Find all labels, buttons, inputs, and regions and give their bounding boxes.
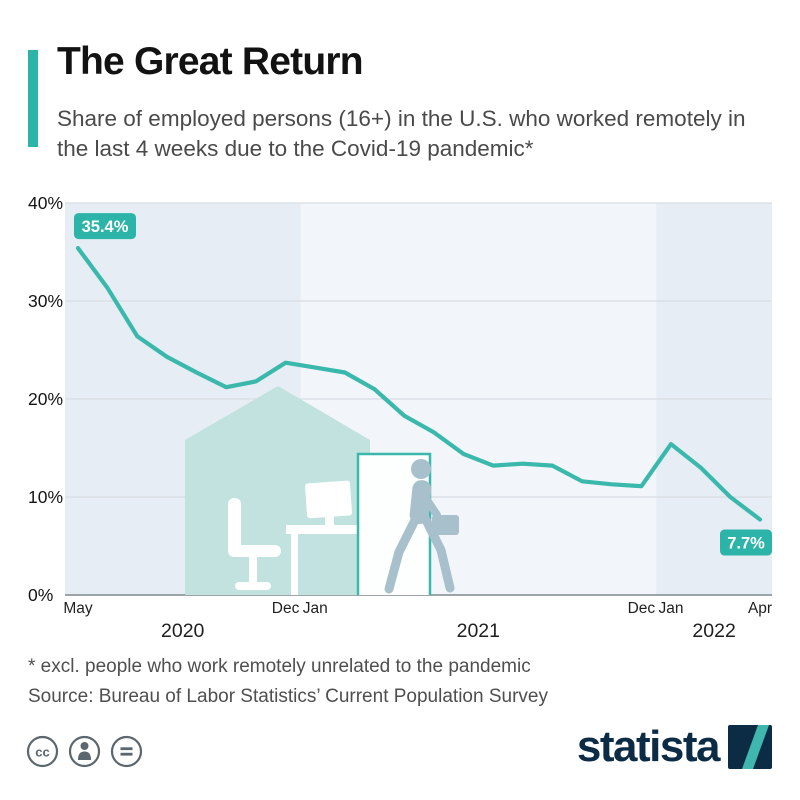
nd-icon[interactable]: [110, 735, 143, 768]
y-tick-label: 10%: [28, 487, 63, 507]
y-tick-label: 0%: [28, 585, 53, 605]
home-office-illustration: [185, 386, 459, 595]
remote-share-line: [75, 245, 763, 522]
year-label: 2021: [457, 620, 500, 642]
footnote-text: * excl. people who work remotely unrelat…: [28, 656, 531, 677]
x-tick-label: Dec: [272, 600, 300, 617]
chart-notes: * excl. people who work remotely unrelat…: [28, 652, 548, 712]
x-tick-label: May: [63, 600, 93, 617]
data-line-layer: 35.4% 7.7%: [74, 213, 772, 556]
gridlines: [65, 202, 772, 596]
x-tick-label: Jan: [659, 600, 684, 617]
walking-person-icon: [384, 459, 459, 594]
x-tick-label: Apr: [748, 600, 772, 617]
statista-logo[interactable]: statista: [577, 725, 772, 769]
y-tick-label: 40%: [28, 193, 63, 213]
statista-logo-text: statista: [576, 722, 721, 771]
attribution-icon[interactable]: [68, 735, 101, 768]
year-label: 2022: [692, 620, 735, 642]
value-badge: [720, 529, 772, 556]
value-badge-text: 35.4%: [82, 218, 129, 236]
briefcase-icon: [432, 515, 459, 535]
chart-subtitle: Share of employed persons (16+) in the U…: [57, 106, 746, 161]
year-label: 2020: [161, 620, 205, 642]
svg-text:cc: cc: [35, 745, 49, 760]
value-badge: [74, 213, 136, 240]
cc-icon[interactable]: cc: [26, 735, 59, 768]
x-tick-label: Dec: [628, 600, 656, 617]
y-tick-label: 20%: [28, 389, 63, 409]
statista-logo-mark: [728, 725, 772, 769]
value-badge-text: 7.7%: [727, 535, 765, 553]
y-tick-label: 30%: [28, 291, 63, 311]
title-accent-bar: [28, 50, 38, 147]
x-tick-label: Jan: [303, 600, 328, 617]
office-chair-icon: [228, 498, 281, 590]
license-icons: cc: [26, 735, 143, 768]
page-title: The Great Return: [57, 40, 364, 83]
source-text: Source: Bureau of Labor Statistics’ Curr…: [28, 686, 548, 708]
